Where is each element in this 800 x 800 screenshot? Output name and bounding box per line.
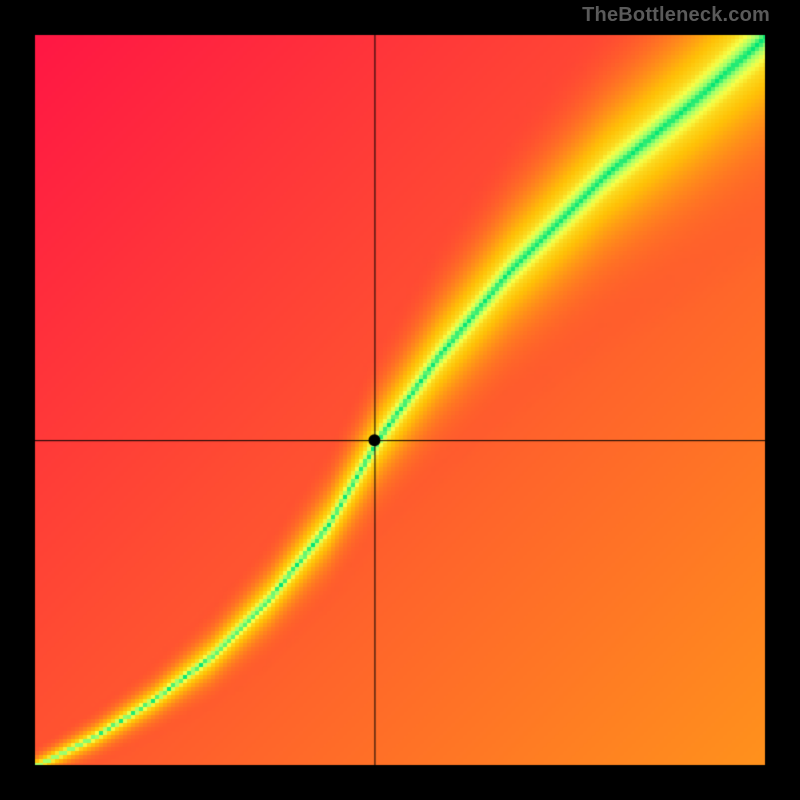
heatmap-canvas: [0, 0, 800, 800]
root: TheBottleneck.com: [0, 0, 800, 800]
watermark-text: TheBottleneck.com: [582, 4, 770, 27]
